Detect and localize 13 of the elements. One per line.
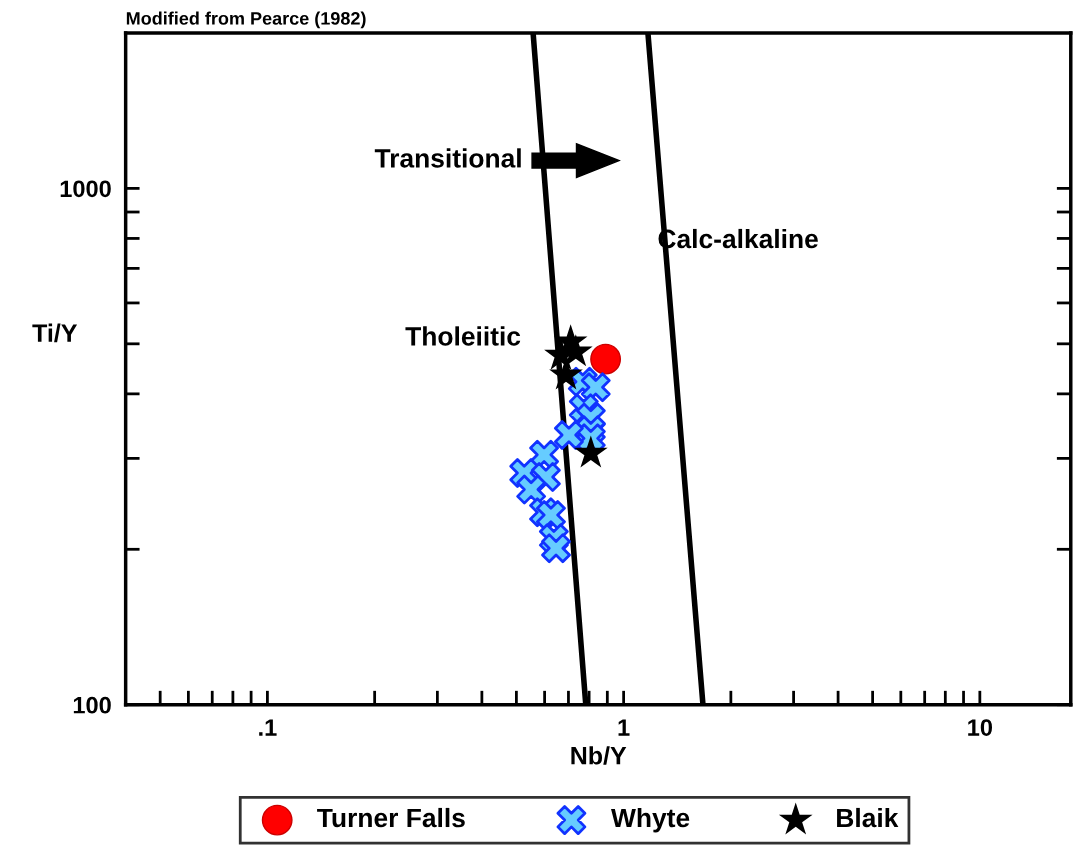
legend-label: Turner Falls xyxy=(317,807,465,828)
x-tick-label: 10 xyxy=(968,719,993,736)
y-axis-title: Ti/Y xyxy=(32,323,78,343)
y-tick-label: 100 xyxy=(73,696,111,714)
chart-title: Modified from Pearce (1982) xyxy=(126,11,366,29)
y-tick-label: 1000 xyxy=(60,180,111,198)
x-tick-label: .1 xyxy=(259,719,277,736)
annotation: Transitional xyxy=(374,148,521,168)
x-axis-title: Nb/Y xyxy=(571,746,627,765)
x-tick-label: 1 xyxy=(618,719,630,736)
legend-label: Whyte xyxy=(611,807,690,833)
annotation: Tholeiitic xyxy=(405,326,521,346)
legend-label: Blaik xyxy=(837,807,899,828)
